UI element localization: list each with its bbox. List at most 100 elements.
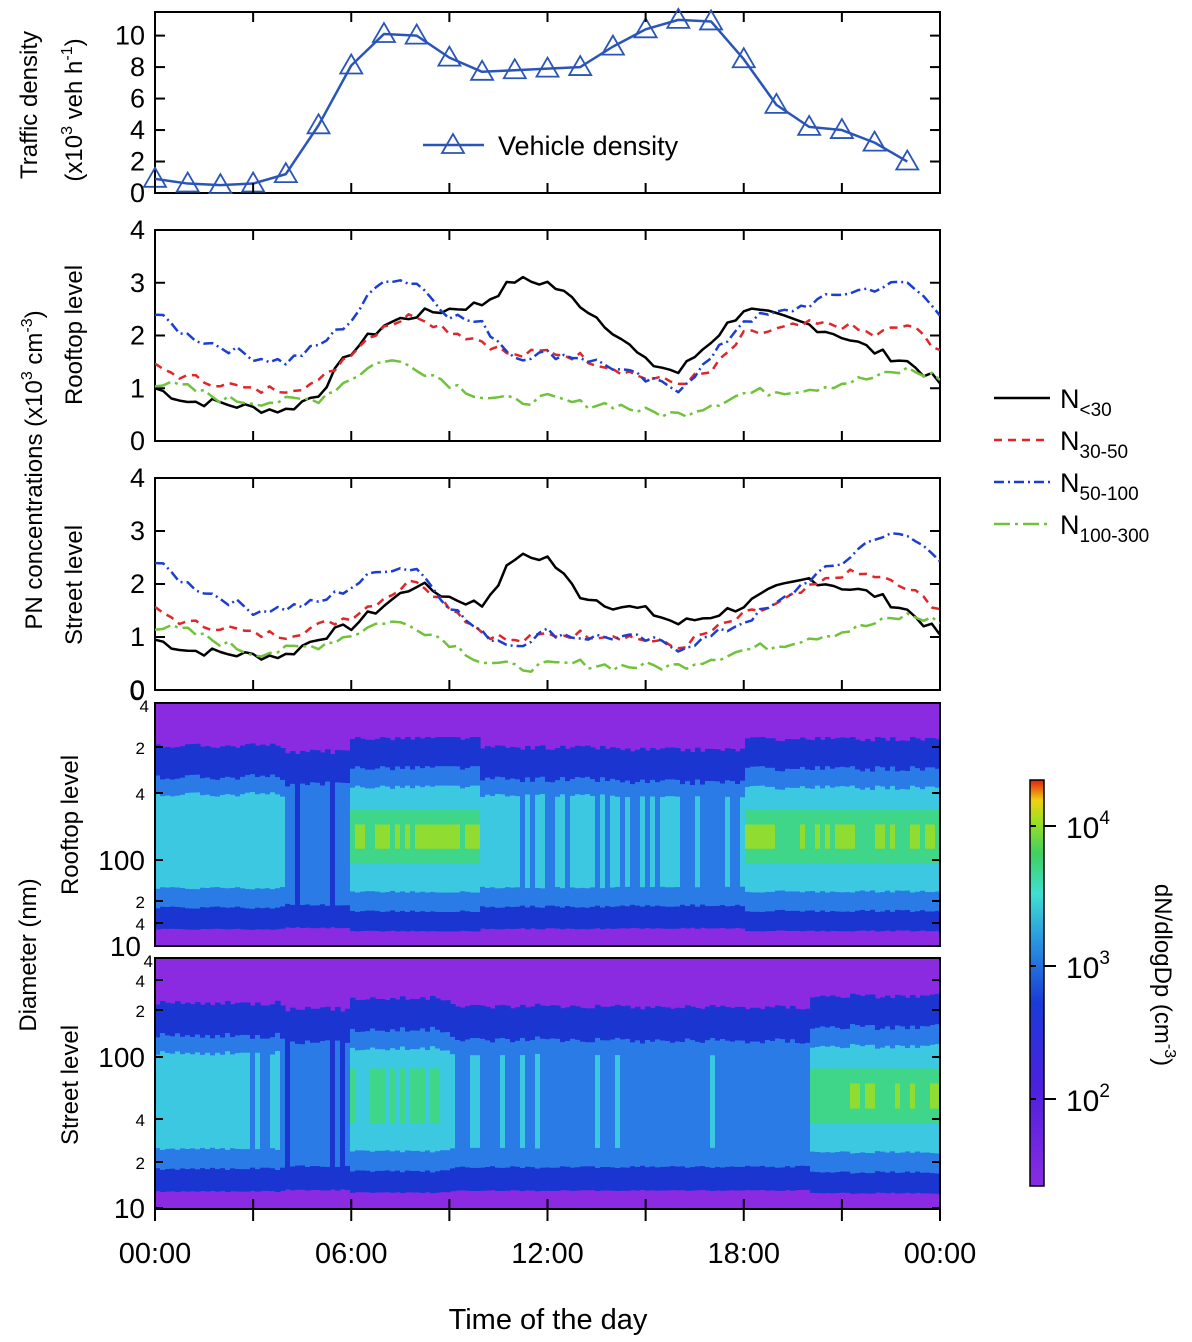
rooftop-heatmap-cell	[770, 824, 776, 849]
rooftop-heatmap-cell	[375, 824, 381, 849]
street-heatmap-cell	[465, 1039, 471, 1168]
rooftop-heatmap-cell	[605, 780, 611, 907]
rooftop-heatmap-cell	[160, 796, 166, 888]
rooftop-heatmap-cell	[535, 794, 541, 888]
street-heatmap-cell	[345, 1042, 351, 1167]
rooftop-heatmap-cell	[370, 809, 376, 864]
street-heatmap-cell	[440, 1050, 446, 1151]
time-x-axis: 00:00 06:00 12:00 18:00 00:00	[119, 12, 976, 1270]
rooftop-heatmap-cell	[295, 753, 301, 928]
rooftop-heatmap-cell	[260, 793, 266, 889]
colorbar-ticks: 104 103 102	[1030, 808, 1110, 1118]
street-heatmap-cell	[650, 1041, 656, 1167]
rooftop-heatmap-cell	[220, 794, 226, 888]
street-heatmap-cell	[870, 1083, 876, 1109]
rooftop-heatmap-cell	[495, 794, 501, 889]
street-heatmap-cell	[230, 1054, 236, 1149]
street-heatmap-cell	[725, 1040, 731, 1167]
rooftop-heatmap-cell	[665, 796, 671, 888]
rooftop-heatmap-cell	[600, 794, 606, 889]
street-heatmap-cell	[675, 1041, 681, 1167]
rooftop-heatmap-cell	[250, 791, 256, 890]
vehicle-density-marker	[305, 112, 332, 135]
rooftop-heatmap-cell	[490, 796, 496, 888]
rooftop-heatmap-cell	[285, 786, 291, 904]
street-heatmap-cell	[350, 1068, 356, 1124]
rooftop-heatmap-cell	[815, 824, 821, 849]
rooftop-heatmap-cell	[445, 824, 451, 849]
street-heatmap-cell	[930, 1083, 936, 1109]
rooftop-heatmap-cell	[430, 824, 436, 849]
rooftop-heatmap-cell	[315, 782, 321, 906]
street-heatmap-cell	[385, 1050, 391, 1151]
rooftop-heatmap-cell	[470, 824, 476, 849]
rooftop-heatmap-cell	[915, 824, 921, 849]
street-pn-series-line	[155, 552, 940, 661]
rooftop-heatmap-cell	[525, 794, 531, 889]
street-heatmap-y-tick-label: 2	[136, 1154, 145, 1173]
street-heatmap-y-tick-label: 4	[136, 1111, 145, 1130]
street-pn-series	[155, 531, 940, 673]
street-heatmap-cell	[195, 1052, 201, 1150]
street-pn-y-tick-label: 2	[130, 569, 145, 599]
x-tick-label: 00:00	[119, 1238, 192, 1270]
street-heatmap-cell	[830, 1068, 836, 1124]
street-heatmap-cell	[645, 1039, 651, 1168]
street-heatmap-cell	[770, 1041, 776, 1167]
traffic-y-tick-label: 0	[130, 178, 145, 208]
street-heatmap-cell	[370, 1068, 376, 1124]
rooftop-heatmap-cell	[530, 781, 536, 906]
rooftop-heatmap-cell	[460, 809, 466, 864]
street-heatmap-cell	[560, 1042, 566, 1167]
rooftop-heatmap-cell	[330, 754, 336, 928]
rooftop-heatmap-cell	[380, 824, 386, 849]
rooftop-heatmap-cell	[590, 795, 596, 888]
rooftop-heatmap-y-tick-label: 2	[136, 893, 145, 912]
street-heatmap-cell	[915, 1068, 921, 1124]
rooftop-heatmap-cell	[610, 795, 616, 888]
street-heatmap-ylabel: Street level	[57, 1025, 84, 1145]
street-heatmap-cell	[780, 1039, 786, 1168]
traffic-y-tick-label: 10	[115, 21, 145, 51]
colorbar-tick-label: 104	[1066, 808, 1110, 845]
street-heatmap-cell	[540, 1038, 546, 1168]
street-heatmap-cell	[450, 1054, 456, 1149]
street-heatmap-cell	[340, 1011, 346, 1190]
rooftop-heatmap-cell	[340, 782, 346, 906]
vehicle-density-marker	[502, 57, 528, 80]
street-heatmap-cell	[425, 1050, 431, 1151]
rooftop-pn-y-tick-label: 3	[130, 268, 145, 298]
street-heatmap-cell	[905, 1068, 911, 1124]
rooftop-heatmap-cell	[360, 824, 366, 849]
vehicle-density-line	[155, 18, 908, 187]
rooftop-pn-series-line	[155, 313, 940, 395]
rooftop-heatmap-cell	[305, 785, 311, 905]
vehicle-density-marker	[665, 7, 691, 29]
rooftop-heatmap-cell	[585, 794, 591, 889]
street-heatmap-y-tick-label: 10	[114, 1193, 145, 1224]
street-pn-series-line	[155, 568, 940, 650]
rooftop-heatmap-cell	[640, 796, 646, 888]
street-heatmap-cell	[700, 1042, 706, 1167]
street-heatmap-cell	[530, 1040, 536, 1168]
rooftop-heatmap-cell	[685, 781, 691, 907]
street-heatmap-cell	[180, 1054, 186, 1149]
rooftop-heatmap-cell	[405, 824, 411, 849]
rooftop-heatmap-cell	[595, 781, 601, 906]
street-pn-series-line	[155, 612, 940, 673]
street-heatmap-cell	[550, 1038, 556, 1168]
rooftop-heatmap-cell	[450, 824, 456, 849]
rooftop-heatmap-cell	[670, 796, 676, 888]
rooftop-heatmap-cell	[280, 796, 286, 888]
rooftop-heatmap-cell	[835, 824, 841, 849]
vehicle-density-marker	[698, 8, 724, 31]
street-heatmap-cell	[605, 1040, 611, 1167]
rooftop-pn-y-axis: 0 1 2 3 4	[130, 215, 940, 456]
street-heatmap-panel: 10 2 4 100 2 4 Street level	[57, 957, 941, 1224]
rooftop-pn-y-tick-label: 1	[130, 373, 145, 403]
rooftop-heatmap-cell	[895, 809, 901, 864]
rooftop-heatmap-cell	[870, 809, 876, 864]
rooftop-heatmap-cell	[185, 792, 191, 889]
